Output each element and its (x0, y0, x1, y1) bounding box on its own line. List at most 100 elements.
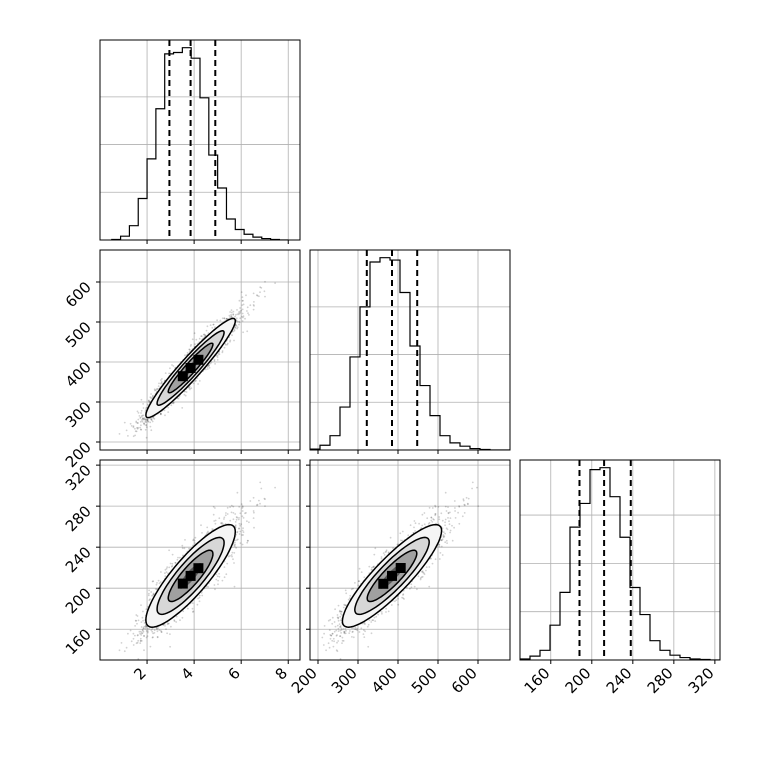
sample-point-10 (241, 296, 244, 299)
sample-point-20 (118, 649, 121, 652)
sample-point-10 (157, 385, 160, 387)
sample-point-10 (207, 365, 210, 367)
sample-point-20 (218, 575, 221, 578)
sample-point-10 (134, 434, 137, 437)
sample-point-10 (143, 422, 145, 425)
sample-point-20 (242, 527, 244, 530)
sample-point-20 (134, 634, 136, 637)
sample-point-20 (196, 603, 199, 606)
sample-point-10 (230, 309, 233, 311)
sample-point-10 (192, 382, 195, 385)
sample-point-10 (256, 294, 258, 296)
sample-point-10 (167, 406, 170, 409)
sample-point-10 (235, 324, 238, 326)
sample-point-20 (238, 517, 240, 519)
sample-point-20 (149, 645, 152, 648)
sample-point-10 (233, 329, 236, 332)
sample-point-20 (218, 572, 221, 575)
sample-point-10 (216, 319, 219, 322)
sample-point-20 (140, 604, 142, 606)
sample-point-20 (239, 530, 242, 533)
sample-point-10 (172, 365, 175, 367)
sample-point-10 (242, 303, 245, 306)
sample-point-10 (207, 332, 210, 334)
sample-point-10 (239, 317, 242, 320)
sample-point-10 (147, 400, 150, 402)
sample-point-10 (210, 361, 213, 363)
sample-point-20 (241, 510, 244, 512)
sample-point-20 (129, 629, 132, 632)
sample-point-20 (206, 526, 209, 529)
sample-point-20 (229, 506, 232, 508)
sample-point-10 (189, 388, 191, 391)
sample-point-10 (149, 396, 152, 399)
sample-point-10 (226, 342, 229, 345)
sample-point-20 (139, 637, 142, 640)
sample-point-10 (208, 365, 211, 367)
sample-point-10 (160, 380, 163, 383)
sample-point-20 (187, 607, 189, 610)
sample-point-20 (231, 551, 234, 554)
sample-point-20 (239, 542, 242, 544)
sample-point-20 (198, 596, 201, 599)
sample-point-10 (245, 294, 247, 297)
sample-point-20 (253, 511, 255, 514)
sample-point-10 (228, 314, 231, 317)
sample-point-10 (198, 337, 201, 340)
sample-point-20 (232, 512, 235, 514)
sample-point-20 (145, 608, 148, 611)
sample-point-10 (233, 328, 236, 331)
sample-point-20 (212, 513, 215, 516)
sample-point-20 (132, 632, 135, 635)
sample-point-20 (148, 628, 150, 630)
sample-point-20 (130, 640, 133, 643)
sample-point-10 (143, 418, 146, 421)
sample-point-10 (249, 304, 252, 307)
sample-point-20 (152, 580, 155, 583)
sample-point-20 (135, 619, 138, 622)
sample-point-20 (235, 518, 238, 521)
sample-point-10 (238, 323, 240, 326)
sample-point-20 (252, 517, 255, 519)
sample-point-20 (253, 526, 255, 529)
sample-point-10 (236, 320, 239, 323)
sample-point-10 (169, 367, 171, 370)
sample-point-20 (179, 556, 181, 559)
sample-point-10 (161, 378, 163, 380)
sample-point-10 (184, 354, 186, 357)
sample-point-10 (201, 335, 203, 337)
sample-point-10 (232, 314, 235, 316)
sample-point-10 (136, 422, 139, 424)
sample-point-10 (234, 315, 237, 318)
sample-point-10 (147, 420, 150, 423)
sample-point-10 (152, 417, 155, 419)
sample-point-20 (174, 562, 177, 564)
sample-point-20 (144, 627, 147, 630)
sample-point-20 (241, 515, 244, 518)
sample-point-10 (144, 428, 147, 431)
sample-point-10 (246, 310, 248, 312)
sample-point-20 (188, 547, 190, 550)
sample-point-10 (216, 356, 219, 359)
sample-point-10 (142, 417, 144, 420)
sample-point-20 (225, 573, 228, 576)
sample-point-10 (142, 403, 145, 405)
sample-point-20 (214, 507, 216, 509)
sample-point-20 (160, 631, 163, 633)
sample-point-10 (235, 319, 238, 322)
sample-point-20 (151, 630, 154, 633)
sample-point-10 (205, 329, 208, 332)
sample-point-10 (223, 317, 226, 320)
sample-point-10 (242, 331, 245, 334)
sample-point-20 (152, 632, 155, 635)
sample-point-10 (246, 306, 249, 309)
sample-point-20 (224, 514, 227, 517)
sample-point-10 (144, 418, 147, 421)
sample-point-10 (233, 339, 235, 342)
sample-point-10 (217, 353, 220, 355)
sample-point-10 (231, 334, 233, 337)
sample-point-10 (230, 315, 233, 318)
sample-point-10 (148, 401, 151, 404)
sample-point-10 (236, 327, 239, 330)
